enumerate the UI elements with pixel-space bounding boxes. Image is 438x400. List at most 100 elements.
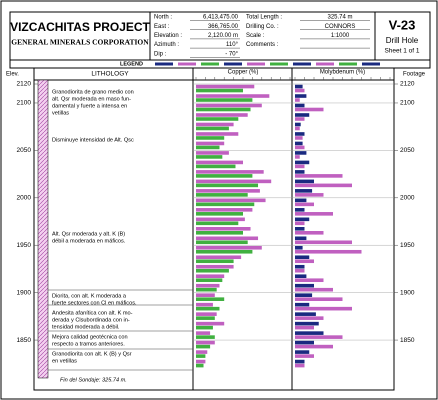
assay-bar bbox=[295, 293, 313, 297]
panel-title: Copper (%) bbox=[228, 70, 259, 76]
y2-tick-label: 2100 bbox=[400, 100, 415, 107]
assay-bar bbox=[295, 268, 305, 273]
assay-bar bbox=[196, 122, 234, 127]
assay-bar bbox=[295, 221, 305, 226]
assay-bar bbox=[295, 145, 305, 150]
assay-bar bbox=[295, 340, 314, 345]
assay-bar bbox=[295, 231, 324, 235]
assay-bar bbox=[196, 316, 215, 320]
assay-bar bbox=[196, 117, 239, 121]
assay-bar bbox=[295, 344, 333, 349]
assay-bar bbox=[196, 249, 253, 254]
assay-bar bbox=[295, 331, 324, 335]
assay-bar bbox=[196, 359, 206, 364]
assay-bar bbox=[295, 189, 313, 193]
lithology-note: tensidad moderada a débil. bbox=[52, 324, 120, 330]
field-value: CONNORS bbox=[325, 24, 356, 30]
assay-bar bbox=[295, 126, 300, 131]
assay-bar bbox=[295, 179, 314, 184]
assay-bar bbox=[196, 126, 229, 131]
y-tick-label: 2120 bbox=[17, 81, 32, 88]
assay-bar bbox=[295, 88, 305, 93]
assay-bar bbox=[196, 306, 220, 311]
field-value: 6,413,475.00 bbox=[203, 15, 239, 21]
y2-tick-label: 2050 bbox=[400, 147, 415, 154]
assay-bar bbox=[196, 231, 243, 235]
lithology-column bbox=[37, 79, 49, 379]
assay-bar bbox=[295, 170, 305, 174]
assay-bar bbox=[196, 189, 260, 193]
lithology-note: fuerte sectores con Cl en máficos. bbox=[52, 300, 137, 306]
assay-bar bbox=[295, 321, 319, 326]
y-tick-label: 1950 bbox=[17, 242, 32, 249]
lithology-note: Granodiorita con alt. K (B) y Qsr bbox=[52, 351, 132, 357]
assay-bar bbox=[196, 325, 213, 330]
panel-title: Molybdenum (%) bbox=[320, 70, 365, 76]
assay-bar bbox=[295, 297, 343, 301]
lithology-note: vetillas bbox=[52, 110, 69, 116]
lithology-note: Granodiorita de grano medio con bbox=[52, 89, 134, 95]
assay-bar bbox=[196, 331, 211, 335]
assay-bar bbox=[196, 160, 243, 165]
assay-bar bbox=[295, 278, 324, 283]
lithology-note: alt. Qsr moderada en maso fun- bbox=[52, 96, 131, 102]
y2-tick-label: 2120 bbox=[400, 81, 415, 88]
y2-label: Footage bbox=[403, 72, 426, 78]
assay-bar bbox=[196, 88, 243, 93]
field-label: Scale : bbox=[246, 33, 265, 39]
lithology-note: Mejora calidad geotécnica con bbox=[52, 334, 128, 340]
legend-title: LEGEND bbox=[120, 61, 143, 67]
hole-id: V-23 bbox=[389, 17, 416, 32]
field-label: Drilling Co. : bbox=[246, 24, 279, 30]
y2-tick-label: 1850 bbox=[400, 337, 415, 344]
assay-bar bbox=[295, 283, 314, 288]
lithology-note: Disminuye intensidad de Alt. Qsc bbox=[52, 137, 134, 143]
assay-bar bbox=[196, 221, 239, 226]
field-value: 110° bbox=[226, 42, 239, 48]
field-label: Azimuth : bbox=[154, 42, 179, 48]
assay-bar bbox=[196, 255, 242, 260]
assay-bar bbox=[196, 297, 225, 301]
assay-bar bbox=[295, 255, 310, 260]
assay-bar bbox=[295, 245, 303, 250]
assay-bar bbox=[295, 122, 301, 127]
assay-bar bbox=[295, 155, 300, 159]
lithology-note: Fin del Sondaje: 325.74 m. bbox=[60, 377, 127, 383]
assay-bar bbox=[196, 227, 251, 231]
assay-bar bbox=[295, 107, 324, 112]
assay-bar bbox=[295, 350, 310, 354]
field-value: - 70° bbox=[225, 51, 238, 57]
assay-bar bbox=[196, 354, 206, 358]
assay-bar bbox=[196, 212, 243, 216]
assay-bar bbox=[295, 113, 310, 117]
y-tick-label: 2000 bbox=[17, 195, 32, 202]
assay-bar bbox=[295, 217, 310, 222]
assay-bar bbox=[196, 259, 234, 264]
assay-bar bbox=[196, 193, 248, 197]
lithology-note: damental y fuerte a intensa en bbox=[52, 103, 127, 109]
assay-bar bbox=[196, 179, 272, 184]
assay-bar bbox=[295, 160, 310, 165]
sheet: Sheet 1 of 1 bbox=[384, 48, 419, 55]
assay-bar bbox=[196, 278, 223, 283]
lithology-note: respecto a tramos anteriores. bbox=[52, 341, 125, 347]
assay-bar bbox=[295, 136, 303, 140]
y2-tick-label: 1900 bbox=[400, 289, 415, 296]
assay-bar bbox=[295, 354, 314, 358]
assay-bar bbox=[196, 245, 262, 250]
assay-bar bbox=[295, 198, 307, 203]
assay-bar bbox=[295, 236, 307, 241]
assay-bar bbox=[196, 208, 253, 212]
assay-bar bbox=[196, 236, 259, 241]
field-label: East : bbox=[154, 24, 170, 30]
assay-bar bbox=[295, 335, 343, 339]
y-tick-label: 2100 bbox=[17, 100, 32, 107]
lithology-note: en vetillas bbox=[52, 358, 77, 364]
field-label: North : bbox=[154, 15, 172, 21]
assay-bar bbox=[196, 312, 217, 316]
assay-bar bbox=[196, 84, 255, 89]
assay-bar bbox=[196, 240, 248, 245]
assay-bar bbox=[196, 151, 229, 155]
assay-bar bbox=[295, 212, 333, 216]
